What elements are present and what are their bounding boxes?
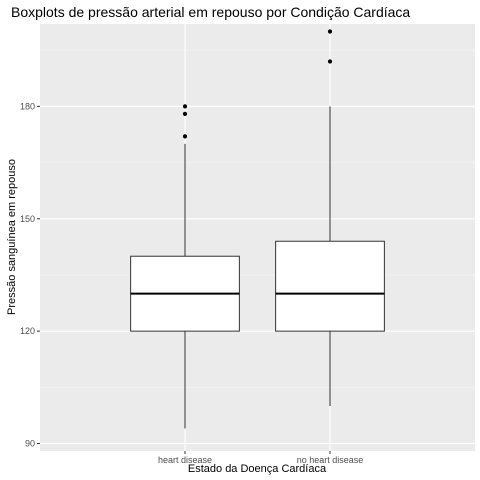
outlier-point [327, 29, 333, 34]
x-tick-label: heart disease [158, 455, 212, 465]
x-tick-label: no heart disease [297, 455, 364, 465]
axes: 90 120 150 180 heart disease no heart disease [20, 101, 363, 465]
outlier-point [182, 134, 188, 139]
y-tick-label: 90 [25, 439, 35, 449]
y-tick-label: 180 [20, 101, 35, 111]
outlier-point [182, 111, 188, 116]
y-tick-label: 120 [20, 326, 35, 336]
box-group-no-heart-disease [275, 29, 385, 407]
box-group-heart-disease [130, 104, 240, 429]
x-axis-title: Estado da Doença Cardíaca [188, 463, 327, 475]
y-tick-label: 150 [20, 214, 35, 224]
chart-title: Boxplots de pressão arterial em repouso … [11, 4, 410, 20]
boxes [130, 29, 385, 429]
y-axis-title: Pressão sanguínea em repouso [6, 159, 18, 315]
outlier-point [327, 59, 333, 64]
plot-panel [40, 24, 475, 451]
outlier-point [182, 104, 188, 109]
box-iqr [275, 240, 385, 332]
